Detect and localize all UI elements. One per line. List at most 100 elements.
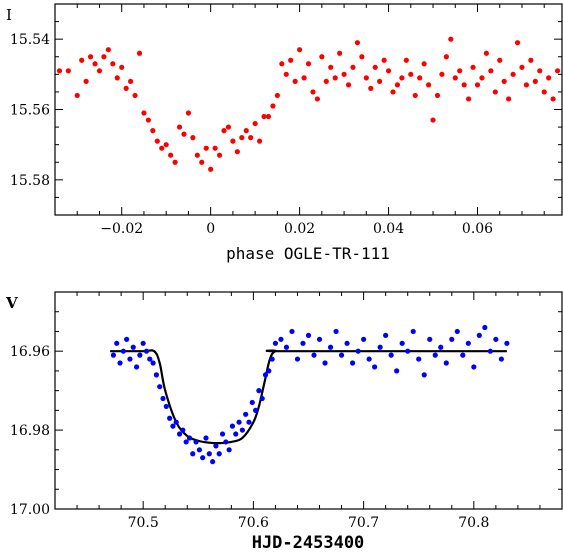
bottom-data-point — [449, 336, 455, 342]
bottom-data-point — [163, 403, 169, 410]
top-data-point — [87, 54, 94, 60]
top-data-point — [474, 82, 481, 88]
top-data-point — [256, 138, 263, 144]
bottom-data-point — [372, 364, 378, 370]
bottom-data-point — [130, 344, 136, 350]
bottom-panel: 70.5 70.6 70.7 70.8 16.96 16.98 17.00 V HJD-2… — [5, 291, 563, 552]
top-data-point — [399, 75, 405, 81]
bottom-data-point — [476, 332, 482, 338]
top-data-point — [314, 96, 320, 102]
top-data-point — [341, 71, 347, 77]
bottom-data-point — [482, 324, 488, 331]
top-data-point — [270, 103, 276, 109]
top-data-point — [359, 54, 365, 60]
bottom-x-tick-label: 70.7 — [348, 515, 379, 531]
top-data-point — [439, 71, 445, 77]
top-data-point — [363, 75, 369, 81]
bottom-data-point — [366, 356, 372, 362]
top-data-point — [279, 61, 285, 67]
top-data-point — [128, 78, 134, 84]
top-data-point — [101, 54, 107, 60]
bottom-data-point — [294, 356, 301, 362]
top-data-point — [105, 47, 111, 53]
top-y-tick-label: 15.56 — [10, 103, 50, 119]
bottom-data-point — [394, 368, 400, 374]
top-data-point — [154, 138, 160, 144]
bottom-data-point — [226, 447, 232, 453]
top-data-point — [466, 96, 472, 102]
bottom-data-point — [262, 372, 269, 378]
top-data-point — [377, 78, 383, 84]
bottom-data-point — [114, 340, 120, 346]
bottom-data-point — [333, 328, 339, 335]
bottom-x-tick-label: 70.6 — [238, 515, 269, 531]
top-data-point — [483, 50, 489, 56]
top-x-axis-label: phase OGLE-TR-111 — [226, 244, 390, 263]
top-data-point — [310, 89, 316, 95]
top-data-point — [452, 75, 458, 81]
top-data-point — [305, 61, 312, 67]
top-panel: −0.02 0 0.02 0.04 0.06 15.54 15.56 15.58 I pha… — [6, 3, 563, 263]
bottom-y-tick-label: 16.98 — [10, 423, 50, 439]
bottom-data-point — [305, 332, 312, 338]
bottom-x-tick-label: 70.8 — [458, 515, 489, 531]
bottom-data-point — [465, 340, 471, 346]
top-data-point — [261, 113, 267, 120]
top-data-point — [425, 82, 432, 88]
top-data-point — [234, 149, 240, 155]
top-data-point — [145, 117, 151, 123]
top-data-point — [119, 64, 125, 70]
top-data-point — [546, 75, 552, 81]
bottom-data-point — [322, 360, 328, 366]
bottom-y-tick-label: 17.00 — [10, 502, 50, 518]
top-data-point — [239, 135, 245, 141]
top-data-point — [265, 113, 272, 120]
top-data-point — [163, 142, 169, 148]
bottom-data-point — [399, 340, 405, 346]
top-data-point — [283, 71, 289, 77]
bottom-data-point — [229, 423, 236, 429]
top-data-point — [319, 54, 325, 60]
bottom-xticks: 70.5 70.6 70.7 70.8 — [54, 292, 563, 531]
top-data-point — [221, 128, 227, 134]
bottom-data-point — [438, 344, 444, 350]
bottom-data-point — [432, 352, 438, 358]
top-data-point — [554, 68, 561, 74]
top-data-point — [301, 75, 307, 81]
top-data-point — [159, 145, 165, 151]
bottom-data-point — [283, 344, 290, 350]
top-data-point — [492, 89, 498, 95]
top-data-point — [123, 85, 129, 91]
bottom-data-point — [173, 419, 179, 425]
bottom-data-point — [269, 356, 275, 362]
bottom-data-point — [316, 336, 323, 342]
top-data-point — [114, 75, 120, 81]
top-data-point — [519, 64, 525, 70]
top-data-point — [479, 75, 485, 81]
bottom-data-point — [504, 340, 510, 346]
bottom-data-point — [110, 352, 117, 358]
bottom-data-point — [160, 395, 166, 402]
bottom-data-point — [266, 368, 272, 374]
bottom-data-point — [344, 340, 350, 346]
bottom-data-point — [236, 419, 242, 425]
bottom-data-point — [133, 364, 140, 370]
bottom-data-point — [140, 340, 146, 346]
bottom-data-point — [493, 336, 499, 342]
bottom-data-point — [410, 328, 416, 335]
top-data-point — [79, 57, 85, 63]
bottom-data-point — [219, 431, 226, 437]
top-data-point — [537, 68, 543, 74]
top-data-point — [488, 68, 494, 74]
top-y-tick-label: 15.54 — [10, 32, 50, 48]
top-data-point — [194, 152, 200, 158]
bottom-data-point — [120, 348, 126, 354]
top-data-point — [506, 96, 512, 102]
top-data-point — [132, 92, 138, 99]
bottom-data-point — [170, 423, 176, 429]
bottom-data-point — [338, 352, 345, 358]
bottom-data-point — [361, 336, 367, 342]
top-data-point — [408, 71, 414, 77]
top-data-point — [461, 82, 467, 88]
top-data-point — [274, 92, 280, 99]
